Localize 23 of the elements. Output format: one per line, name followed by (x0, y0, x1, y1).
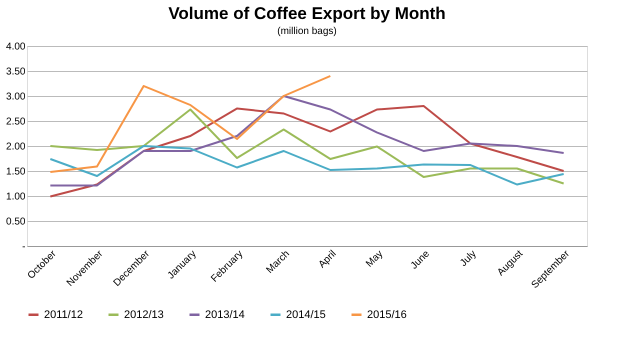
line-series (49, 108, 565, 184)
line-series (49, 105, 565, 198)
legend-label: 2011/12 (44, 308, 83, 321)
x-tick-label: July (458, 248, 479, 269)
y-tick-label: - (22, 242, 26, 252)
legend-label: 2014/15 (286, 308, 326, 321)
line-series (49, 145, 565, 186)
y-tick-label: 1.00 (6, 192, 26, 202)
chart-subtitle: (million bags) (277, 26, 337, 37)
y-tick-label: 4.00 (6, 42, 26, 52)
y-tick-label: 3.50 (6, 66, 26, 78)
line-series (49, 95, 565, 186)
y-tick-label: 2.50 (6, 116, 26, 128)
chart-title: Volume of Coffee Export by Month (168, 4, 446, 23)
y-tick-label: 1.50 (6, 166, 26, 178)
y-tick-label: 3.00 (6, 92, 26, 102)
legend-label: 2013/14 (205, 308, 245, 321)
y-tick-label: 0.50 (6, 216, 26, 228)
legend-label: 2012/13 (124, 308, 164, 321)
legend-label: 2015/16 (367, 308, 407, 321)
y-tick-label: 2.00 (6, 142, 26, 152)
x-tick-label: May (364, 248, 386, 270)
line-series (49, 75, 332, 173)
